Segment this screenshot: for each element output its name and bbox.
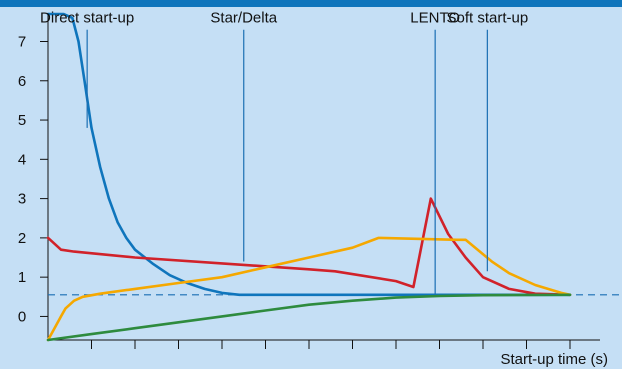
y-tick-label: 2 <box>18 230 26 247</box>
top-band <box>0 0 622 7</box>
series-line-0 <box>46 12 572 297</box>
x-axis-label: Start-up time (s) <box>500 351 608 368</box>
axes: 0 1 2 3 4 5 6 7 <box>18 14 600 349</box>
series-line-3 <box>46 293 572 342</box>
series-line-2 <box>46 236 572 342</box>
y-tick-label: 3 <box>18 191 26 208</box>
y-tick-label: 5 <box>18 112 26 129</box>
y-tick-label: 0 <box>18 308 26 325</box>
annotation-label: LENTO <box>410 10 460 27</box>
annotation-label: Soft start-up <box>446 10 528 27</box>
y-tick-label: 1 <box>18 269 26 286</box>
annotation-label: Direct start-up <box>40 10 134 27</box>
y-tick-label: 4 <box>18 151 26 168</box>
series-line-1 <box>46 197 572 297</box>
y-tick-label: 6 <box>18 73 26 90</box>
y-tick-label: 7 <box>18 33 26 50</box>
annotation-label: Star/Delta <box>210 10 277 27</box>
series-group <box>46 12 572 342</box>
